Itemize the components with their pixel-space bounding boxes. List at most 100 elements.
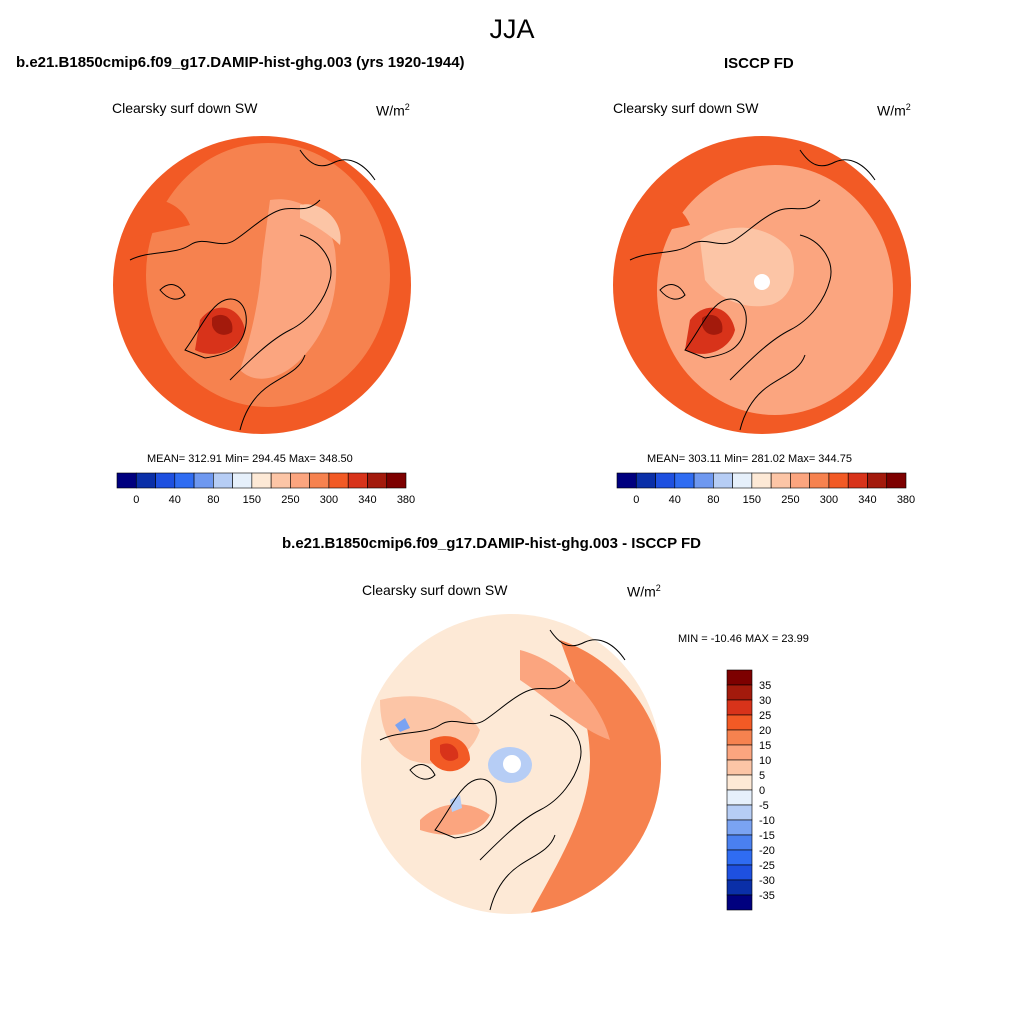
panel-2-variable-label: Clearsky surf down SW bbox=[613, 100, 759, 116]
colorbar-swatch bbox=[770, 472, 791, 489]
colorbar-tick-label: 5 bbox=[759, 770, 765, 782]
colorbar-swatch bbox=[309, 472, 330, 489]
panel-3-units: W/m2 bbox=[627, 583, 661, 600]
colorbar-swatch bbox=[367, 472, 388, 489]
colorbar-swatch bbox=[232, 472, 253, 489]
colorbar-swatch bbox=[726, 834, 753, 851]
colorbar-tick-label: 340 bbox=[858, 494, 876, 506]
panel-1-coastlines bbox=[129, 149, 376, 431]
colorbar-swatch bbox=[886, 472, 907, 489]
colorbar-tick-label: 35 bbox=[759, 680, 771, 692]
panel-3-polar-map bbox=[361, 614, 661, 914]
colorbar-swatch bbox=[867, 472, 888, 489]
panel-2-pole-hole bbox=[754, 274, 770, 290]
colorbar-tick-label: 340 bbox=[358, 494, 376, 506]
colorbar-swatch bbox=[726, 699, 753, 716]
colorbar-swatch bbox=[726, 894, 753, 911]
colorbar-swatch bbox=[726, 684, 753, 701]
colorbar-tick-label: 0 bbox=[759, 785, 765, 797]
colorbar-swatch bbox=[290, 472, 310, 489]
colorbar-swatch bbox=[135, 472, 156, 489]
panel-3-colorbar: 35 30 25 20 15 10 5 0 -5 -10 -15 -20 -25 -30 -35 bbox=[726, 669, 775, 911]
colorbar-tick-label: -20 bbox=[759, 845, 775, 857]
colorbar-tick-label: 40 bbox=[169, 494, 181, 506]
colorbar-swatch bbox=[116, 472, 137, 489]
colorbar-swatch bbox=[174, 472, 195, 489]
colorbar-tick-label: 300 bbox=[320, 494, 338, 506]
colorbar-swatch bbox=[251, 472, 272, 489]
panel-2-title: ISCCP FD bbox=[724, 55, 794, 72]
colorbar-swatch bbox=[213, 472, 233, 489]
colorbar-tick-label: 20 bbox=[759, 725, 771, 737]
colorbar-tick-label: -10 bbox=[759, 815, 775, 827]
panel-3-pole-hole bbox=[503, 755, 521, 773]
panel-3-coastlines bbox=[379, 629, 626, 911]
colorbar-swatch bbox=[726, 849, 753, 866]
colorbar-tick-label: 10 bbox=[759, 755, 771, 767]
panel-3-title: b.e21.B1850cmip6.f09_g17.DAMIP-hist-ghg.… bbox=[282, 535, 702, 552]
colorbar-tick-label: 150 bbox=[243, 494, 261, 506]
colorbar-tick-label: 40 bbox=[669, 494, 681, 506]
colorbar-tick-label: -35 bbox=[759, 890, 775, 902]
colorbar-tick-label: 300 bbox=[820, 494, 838, 506]
colorbar-swatch bbox=[386, 472, 407, 489]
colorbar-tick-label: 250 bbox=[781, 494, 799, 506]
colorbar-swatch bbox=[726, 669, 753, 686]
colorbar-swatch bbox=[726, 819, 753, 836]
colorbar-swatch bbox=[726, 759, 753, 776]
colorbar-tick-label: 0 bbox=[633, 494, 639, 506]
colorbar-swatch bbox=[270, 472, 291, 489]
colorbar-tick-label: -5 bbox=[759, 800, 769, 812]
panel-2-stats: MEAN= 303.11 Min= 281.02 Max= 344.75 bbox=[647, 453, 852, 465]
colorbar-swatch bbox=[726, 864, 753, 881]
colorbar-swatch bbox=[828, 472, 849, 489]
colorbar-swatch bbox=[809, 472, 830, 489]
colorbar-tick-label: 80 bbox=[207, 494, 219, 506]
panel-3-stats: MIN = -10.46 MAX = 23.99 bbox=[678, 633, 809, 645]
colorbar-swatch bbox=[726, 774, 753, 791]
panel-1-variable-label: Clearsky surf down SW bbox=[112, 100, 258, 116]
colorbar-swatch bbox=[726, 729, 753, 746]
panel-3-variable-label: Clearsky surf down SW bbox=[362, 582, 508, 598]
colorbar-swatch bbox=[790, 472, 810, 489]
season-title: JJA bbox=[489, 14, 535, 44]
colorbar-swatch bbox=[726, 744, 753, 761]
panel-2-coastlines bbox=[629, 149, 876, 431]
colorbar-swatch bbox=[847, 472, 868, 489]
colorbar-tick-label: -25 bbox=[759, 860, 775, 872]
colorbar-tick-label: 30 bbox=[759, 695, 771, 707]
colorbar-swatch bbox=[726, 879, 753, 896]
panel-1-units: W/m2 bbox=[376, 102, 410, 119]
colorbar-swatch bbox=[726, 714, 753, 731]
colorbar-tick-label: 0 bbox=[133, 494, 139, 506]
colorbar-swatch bbox=[655, 472, 676, 489]
colorbar-swatch bbox=[693, 472, 714, 489]
panel-2-colorbar: 0 40 80 150 250 300 340 380 bbox=[616, 472, 915, 506]
colorbar-swatch bbox=[193, 472, 214, 489]
colorbar-swatch bbox=[155, 472, 176, 489]
colorbar-tick-label: 15 bbox=[759, 740, 771, 752]
colorbar-swatch bbox=[635, 472, 656, 489]
colorbar-tick-label: 150 bbox=[743, 494, 761, 506]
panel-1-colorbar: 0 40 80 150 250 300 340 380 bbox=[116, 472, 415, 506]
colorbar-swatch bbox=[751, 472, 772, 489]
panel-2-polar-map bbox=[613, 136, 911, 434]
colorbar-tick-label: 80 bbox=[707, 494, 719, 506]
colorbar-tick-label: 380 bbox=[897, 494, 915, 506]
colorbar-tick-label: -15 bbox=[759, 830, 775, 842]
colorbar-tick-label: 380 bbox=[397, 494, 415, 506]
panel-1-stats: MEAN= 312.91 Min= 294.45 Max= 348.50 bbox=[147, 453, 353, 465]
colorbar-tick-label: -30 bbox=[759, 875, 775, 887]
colorbar-swatch bbox=[674, 472, 695, 489]
colorbar-tick-label: 250 bbox=[281, 494, 299, 506]
colorbar-swatch bbox=[713, 472, 733, 489]
colorbar-swatch bbox=[616, 472, 637, 489]
colorbar-tick-label: 25 bbox=[759, 710, 771, 722]
colorbar-swatch bbox=[347, 472, 368, 489]
panel-2-units: W/m2 bbox=[877, 102, 911, 119]
panel-1-polar-map bbox=[113, 136, 411, 434]
colorbar-swatch bbox=[328, 472, 349, 489]
colorbar-swatch bbox=[726, 789, 753, 806]
colorbar-swatch bbox=[732, 472, 753, 489]
